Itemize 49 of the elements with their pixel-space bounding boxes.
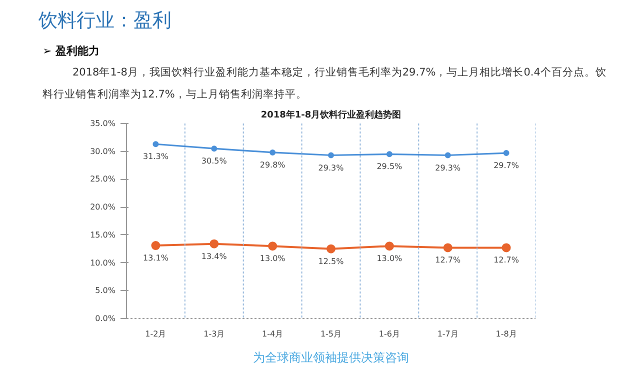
point [386,151,392,158]
point [326,244,336,254]
text: 29.3% [435,163,461,172]
y-tick-label: 0.0% [95,314,116,323]
y-tick-label: 10.0% [90,258,116,268]
text: 13.0% [376,254,402,264]
text: 12.5% [318,256,344,266]
text: 13.0% [260,254,286,264]
text: 13.4% [201,252,227,261]
point [502,243,511,252]
x-tick-label: 1-6月 [378,330,400,338]
text: 12.7% [435,256,461,265]
point [503,150,510,156]
chart-title: 2018年1-8月饮料行业盈利趋势图 [260,110,402,120]
y-tick-label: 20.0% [90,202,116,212]
point [443,243,452,252]
text: 31.3% [143,152,168,162]
y-tick-label: 15.0% [90,230,116,240]
text: 29.8% [260,160,286,170]
point [268,242,278,251]
point [444,152,451,158]
text: 为全球商业领袖提供决策咨询 [253,350,409,364]
text: 2018年1-8月，我国饮料行业盈利能力基本稳定，行业销售毛利率为29.7%，与上月相比增长0.4个百分点。饮 [72,66,606,78]
x-tick-label: 1-8月 [496,330,517,338]
y-tick-label: 35.0% [90,119,116,128]
y-tick-label: 30.0% [90,146,116,156]
text: 29.5% [376,162,402,172]
y-tick-label: 5.0% [95,286,116,296]
text: 料行业销售利润率为12.7%，与上月销售利润率持平。 [42,88,307,100]
text: 29.3% [318,163,344,172]
point [151,241,160,250]
text: 30.5% [201,156,227,166]
point [210,239,219,248]
point [152,141,159,148]
text: 29.7% [494,161,519,170]
point [328,152,334,158]
x-tick-label: 1-5月 [320,330,342,338]
text: 饮料行业：盈利 [38,10,172,32]
point [211,146,218,152]
x-tick-label: 1-3月 [204,330,225,338]
x-tick-label: 1-2月 [145,330,166,338]
text: 13.1% [143,254,168,263]
text: ➢ 盈利能力 [42,44,100,58]
point [270,149,276,156]
point [384,242,394,251]
text: 12.7% [494,256,519,265]
x-tick-label: 1-7月 [437,330,458,338]
y-tick-label: 25.0% [90,174,116,184]
x-tick-label: 1-4月 [262,330,284,338]
